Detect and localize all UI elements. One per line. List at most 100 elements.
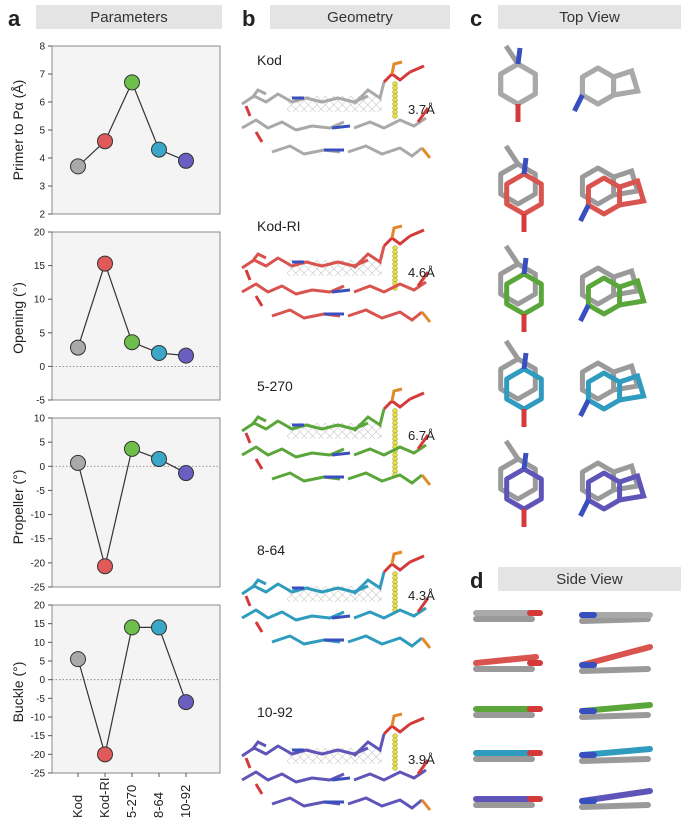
p-bond (420, 311, 432, 323)
triphosphate-o (382, 234, 411, 248)
xcat-kod-ri: Kod-RI (97, 777, 112, 818)
ylabel-primer: Primer to Pα (Å) (10, 79, 26, 181)
base-pair-n (331, 451, 351, 457)
ytick-label: -15 (31, 534, 46, 545)
triphosphate-o (382, 397, 411, 411)
triphosphate-p (390, 387, 403, 402)
panel-b-letter: b (242, 6, 256, 31)
ref-slab-right (579, 616, 651, 624)
primer-strand (241, 92, 369, 106)
data-point-5-270 (124, 334, 140, 351)
o-bond-right (416, 597, 430, 613)
ring-n (521, 452, 529, 470)
ylabel-buckle: Buckle (°) (10, 661, 26, 723)
ytick-label: -15 (31, 731, 46, 742)
o-bond-lower (254, 621, 264, 633)
ring-n (521, 157, 529, 175)
data-point-5-270 (124, 619, 140, 636)
base-pair-n (331, 776, 351, 782)
data-point-10-92 (178, 465, 194, 482)
ytick-label: -5 (36, 486, 45, 497)
incoming-sugar (352, 245, 386, 270)
distance-label-kod: 3.7Å (408, 102, 435, 117)
ylabel-propeller: Propeller (°) (10, 469, 26, 545)
phosphate-tail (409, 716, 425, 726)
imidazole-variant (612, 67, 641, 98)
data-point-kod-ri (97, 558, 113, 575)
incoming-sugar (352, 733, 386, 758)
oxygen-bond (244, 432, 252, 444)
top-view-row-3 (498, 339, 647, 427)
imidazole-variant (618, 472, 647, 503)
ytick-label: 5 (39, 328, 45, 339)
ytick-label: -20 (31, 750, 46, 761)
p-bond (420, 799, 432, 811)
template-strand-4 (347, 471, 423, 485)
primer-strand (241, 256, 369, 270)
chart-frame-0 (51, 45, 221, 215)
triphosphate-p (390, 60, 403, 75)
structure-label-10-92: 10-92 (257, 704, 293, 720)
template-strand-2 (353, 443, 427, 457)
data-point-kod-ri (97, 255, 113, 272)
imidazole-variant (618, 177, 647, 208)
xcat-8-64: 8-64 (151, 791, 166, 818)
distance-dot (392, 113, 398, 119)
phosphate-tail (409, 554, 425, 564)
purine-variant (585, 370, 623, 412)
ytick-label: -20 (31, 558, 46, 569)
p-bond (420, 474, 432, 486)
data-point-kod (70, 158, 86, 175)
pyrimidine-ref (498, 261, 538, 307)
data-point-10-92 (178, 694, 194, 711)
oxygen-bond (244, 595, 252, 607)
structure-10-92 (241, 712, 432, 811)
o-bond-right (416, 271, 430, 287)
ytick-label: 10 (34, 295, 46, 306)
amine-n (578, 398, 591, 418)
primer-strand (241, 582, 369, 596)
o-bond-lower (254, 458, 264, 470)
amine-n (578, 498, 591, 518)
template-strand-4 (347, 634, 423, 648)
incoming-sugar (352, 81, 386, 106)
methyl-ref (503, 244, 521, 266)
ytick-label: 5 (39, 657, 45, 668)
chart-frame-1 (51, 231, 221, 401)
ytick-label: 6 (39, 98, 45, 109)
template-strand-1 (241, 608, 345, 622)
purine-ref (579, 265, 617, 307)
o-bond-right (416, 434, 430, 450)
oxygen-bond (244, 105, 252, 117)
sugar-ring (250, 415, 267, 426)
distance-label-8-64: 4.3Å (408, 588, 435, 603)
xcat-kod: Kod (70, 794, 85, 818)
p-bond (420, 637, 432, 649)
ref-slab-right (579, 712, 651, 720)
top-view-row-2 (498, 244, 647, 332)
ytick-label: 20 (34, 601, 46, 612)
panel-d-header: Side View (498, 567, 681, 591)
phosphate-tail (409, 64, 425, 74)
ytick-label: 0 (39, 462, 45, 473)
methyl-ref (503, 439, 521, 461)
data-point-kod (70, 454, 86, 471)
structure-label-8-64: 8-64 (257, 542, 286, 558)
geometry-structures (241, 60, 432, 811)
ytick-label: 10 (34, 414, 46, 425)
imidazole-variant (618, 372, 647, 403)
ytick-label: 15 (34, 619, 46, 630)
template-strand-4 (347, 796, 423, 810)
sugar-ring (250, 88, 267, 99)
ytick-label: -5 (36, 694, 45, 705)
parameter-charts: 2 3 4 5 6 7 8 -5 0 5 10 15 20 -25 -20 -15 -10 -5 0 5 10 -25 -2… (31, 42, 221, 780)
sugar-ring (250, 578, 267, 589)
xcat-5-270: 5-270 (124, 784, 139, 818)
incoming-sugar (352, 408, 386, 433)
data-point-8-64 (151, 619, 167, 636)
amine-n (572, 93, 585, 113)
o-bond-lower (254, 295, 264, 307)
data-point-kod (70, 339, 86, 356)
triphosphate-o (382, 560, 411, 574)
imidazole-variant (618, 277, 647, 308)
